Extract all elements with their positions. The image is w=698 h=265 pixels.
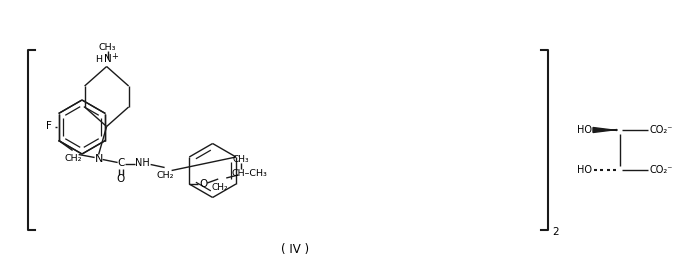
Polygon shape [593,127,617,132]
Text: CH₃: CH₃ [233,156,250,165]
Text: O: O [117,174,125,184]
Text: O: O [199,179,207,189]
Text: N: N [94,153,103,164]
Text: 2: 2 [553,227,559,237]
Text: CO₂⁻: CO₂⁻ [650,125,674,135]
Text: +: + [111,52,118,61]
Text: HO: HO [577,165,591,175]
Text: F: F [46,121,52,131]
Text: CH₂: CH₂ [157,171,174,180]
Text: CO₂⁻: CO₂⁻ [650,165,674,175]
Text: CH₂: CH₂ [212,183,228,192]
Text: NH: NH [135,158,150,169]
Text: HO: HO [577,125,591,135]
Text: CH₂: CH₂ [65,154,82,163]
Text: H: H [95,55,102,64]
Text: C: C [117,158,124,169]
Text: CH₃: CH₃ [99,43,117,52]
Text: CH–CH₃: CH–CH₃ [231,170,267,179]
Text: N: N [104,55,112,64]
Text: ( IV ): ( IV ) [281,242,309,255]
